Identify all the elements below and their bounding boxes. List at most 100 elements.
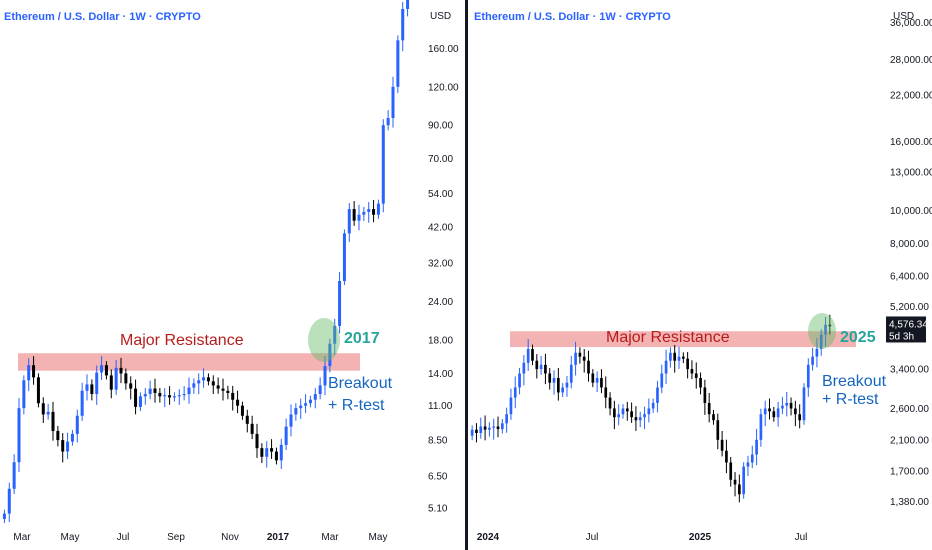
candle-body (7, 488, 11, 514)
y-tick-label[interactable]: 24.00 (428, 297, 453, 308)
candle-body (270, 448, 274, 452)
y-tick-label[interactable]: 1,380.00 (890, 497, 929, 508)
candle-body (656, 387, 659, 403)
left-currency-label[interactable]: USD (430, 11, 451, 22)
candle-body (539, 364, 543, 370)
left-time-axis[interactable]: Mar May Jul Sep Nov 2017 Mar May (13, 532, 387, 543)
candle-body (22, 380, 26, 409)
x-tick-label[interactable]: Nov (221, 532, 239, 543)
candle-body (738, 484, 741, 495)
y-tick-label[interactable]: 8,000.00 (890, 239, 929, 250)
x-tick-label[interactable]: 2025 (689, 532, 712, 543)
y-tick-label[interactable]: 3,400.00 (890, 365, 929, 376)
right-time-axis[interactable]: 2024 Jul 2025 Jul (477, 532, 808, 543)
candle-body (772, 411, 776, 418)
candle-body (313, 394, 317, 400)
candle-body (36, 377, 40, 404)
candle-body (819, 334, 823, 349)
right-price-axis[interactable]: USD 36,000.00 28,000.00 22,000.00 16,000.00… (890, 11, 932, 508)
panel-divider (465, 0, 468, 550)
left-chart-title: Ethereum / U.S. Dollar · 1W · CRYPTO (4, 11, 201, 23)
candle-body (172, 396, 176, 398)
candle-body (216, 385, 220, 389)
candle-body (789, 402, 793, 409)
candle-body (802, 387, 806, 421)
y-tick-label[interactable]: 2,100.00 (890, 435, 929, 446)
candle-body (318, 385, 322, 395)
candle-body (729, 462, 733, 480)
candle-body (347, 209, 351, 234)
candle-body (51, 411, 55, 431)
candle-body (595, 377, 599, 383)
candle-body (240, 405, 244, 416)
candle-body (785, 402, 789, 406)
y-tick-label[interactable]: 14.00 (428, 369, 453, 380)
candle-body (265, 448, 269, 457)
candle-body (46, 411, 50, 415)
y-tick-label[interactable]: 10,000.00 (890, 206, 932, 217)
candle-body (308, 399, 312, 404)
y-tick-label[interactable]: 160.00 (428, 44, 459, 55)
candle-body (733, 479, 737, 485)
candle-body (304, 403, 308, 406)
candle-body (32, 365, 36, 378)
candle-body (699, 377, 702, 388)
x-tick-label[interactable]: 2024 (477, 532, 500, 543)
y-tick-label[interactable]: 6.50 (428, 471, 448, 482)
y-tick-label[interactable]: 1,700.00 (890, 466, 929, 477)
candle-body (569, 364, 573, 383)
candle-body (479, 426, 483, 434)
x-tick-label[interactable]: Jul (586, 532, 599, 543)
y-tick-label[interactable]: 11.00 (428, 401, 453, 412)
candle-body (119, 367, 123, 374)
right-currency-label[interactable]: USD (893, 11, 914, 22)
y-tick-label[interactable]: 2,600.00 (890, 404, 929, 415)
candle-body (582, 356, 586, 361)
last-price-value: 4,576.34 (889, 319, 928, 330)
x-tick-label[interactable]: Mar (321, 532, 339, 543)
y-tick-label[interactable]: 42.00 (428, 222, 453, 233)
candle-body (289, 414, 293, 427)
y-tick-label[interactable]: 6,400.00 (890, 272, 929, 283)
candle-body (755, 439, 758, 455)
y-tick-label[interactable]: 5,200.00 (890, 302, 929, 313)
candle-body (707, 402, 711, 415)
x-tick-label[interactable]: Mar (13, 532, 31, 543)
y-tick-label[interactable]: 90.00 (428, 121, 453, 132)
y-tick-label[interactable]: 18.00 (428, 335, 453, 346)
y-tick-label[interactable]: 32.00 (428, 259, 453, 270)
y-tick-label[interactable]: 16,000.00 (890, 137, 932, 148)
x-tick-label[interactable]: Sep (167, 532, 185, 543)
y-tick-label[interactable]: 13,000.00 (890, 168, 932, 179)
y-tick-label[interactable]: 120.00 (428, 82, 459, 93)
y-tick-label[interactable]: 8.50 (428, 436, 448, 447)
y-tick-label[interactable]: 5.10 (428, 504, 448, 515)
candle-body (357, 214, 361, 221)
candle-body (114, 367, 118, 390)
candle-body (255, 433, 259, 449)
candle-body (250, 423, 254, 434)
x-tick-label[interactable]: 2017 (267, 532, 290, 543)
y-tick-label[interactable]: 22,000.00 (890, 90, 932, 101)
x-tick-label[interactable]: May (61, 532, 80, 543)
candle-body (505, 414, 508, 424)
candle-body (535, 360, 539, 370)
y-tick-label[interactable]: 70.00 (428, 154, 453, 165)
y-tick-label[interactable]: 36,000.00 (890, 18, 932, 29)
x-tick-label[interactable]: May (369, 532, 388, 543)
candle-body (815, 348, 819, 357)
y-tick-label[interactable]: 28,000.00 (890, 55, 932, 66)
candle-body (763, 408, 767, 415)
x-tick-label[interactable]: Jul (795, 532, 808, 543)
x-tick-label[interactable]: Jul (117, 532, 130, 543)
y-tick-label[interactable]: 54.00 (428, 189, 453, 200)
candle-body (406, 0, 410, 9)
candle-body (27, 365, 31, 381)
candle-body (522, 362, 526, 374)
candle-countdown: 5d 3h (889, 331, 914, 342)
candle-body (138, 396, 142, 407)
candle-body (279, 444, 283, 461)
candle-body (712, 414, 715, 421)
candle-body (41, 403, 45, 415)
left-price-axis[interactable]: USD 160.00 120.00 90.00 70.00 54.00 42.00 32.0… (428, 11, 459, 515)
